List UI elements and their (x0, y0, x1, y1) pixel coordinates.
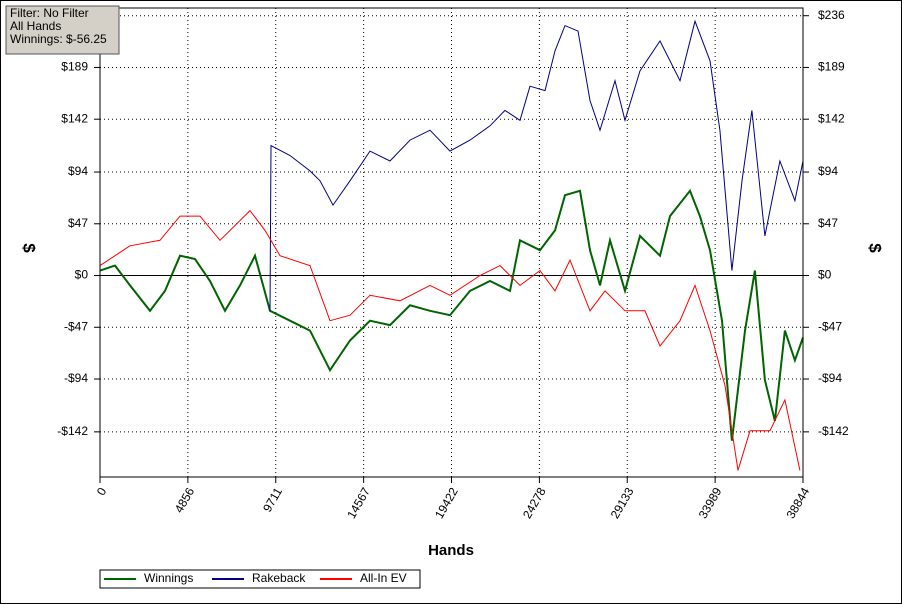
info-text: Filter: No Filter (10, 6, 89, 20)
y2-tick-label: $236 (818, 8, 845, 22)
y-axis-label: $ (20, 243, 39, 253)
legend-label: Winnings (144, 571, 193, 585)
y-tick-label: $189 (61, 60, 88, 74)
y2-tick-label: -$142 (818, 424, 849, 438)
y-tick-label: $94 (68, 164, 88, 178)
info-box (5, 5, 120, 55)
plot-area (100, 8, 803, 477)
data-line (269, 19, 804, 311)
y-tick-label: $47 (68, 216, 88, 230)
x-axis-label: Hands (428, 542, 474, 559)
legend-label: Rakeback (252, 571, 306, 585)
y-tick-label: -$47 (64, 319, 88, 333)
legend (99, 569, 421, 589)
y-tick-label: -$142 (57, 424, 88, 438)
y2-tick-label: $142 (818, 111, 845, 125)
y2-tick-label: $94 (818, 164, 838, 178)
y2-tick-label: $189 (818, 60, 845, 74)
info-text: All Hands (10, 19, 61, 33)
info-text: Winnings: $-56.25 (10, 32, 107, 46)
y-tick-label: $142 (61, 111, 88, 125)
data-line (99, 209, 801, 471)
y2-tick-label: $47 (818, 216, 838, 230)
y-tick-label: $0 (75, 268, 89, 282)
y2-tick-label: $0 (818, 268, 832, 282)
plot-border (99, 7, 804, 478)
y2-axis-label: $ (866, 243, 885, 253)
y-tick-label: -$94 (64, 371, 88, 385)
legend-label: All-In EV (360, 571, 407, 585)
data-line (99, 188, 804, 441)
y2-tick-label: -$47 (818, 319, 842, 333)
y2-tick-label: -$94 (818, 371, 842, 385)
